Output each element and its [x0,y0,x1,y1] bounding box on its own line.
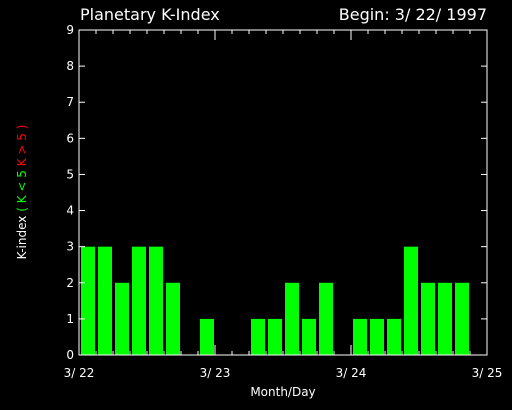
bar [166,282,180,355]
x-tick-label: 3/ 23 [200,366,231,380]
bar [302,318,316,355]
bar [115,282,129,355]
y-tick-label: 2 [66,276,74,290]
y-tick-label: 0 [66,348,74,362]
bar [81,246,95,355]
y-tick-label: 8 [66,59,74,73]
bar [285,282,299,355]
bar [387,318,401,355]
x-axis-ticks: 3/ 22 3/ 23 3/ 24 3/ 25 [64,30,503,380]
chart-title: Planetary K-Index [80,5,220,24]
bar [455,282,469,355]
y-tick-label: 9 [66,23,74,37]
svg-text:K-index ( K < 5: K-index ( K < 5 K > 5 ) [15,125,29,260]
bar [370,318,384,355]
x-tick-label: 3/ 22 [64,366,95,380]
bar [421,282,435,355]
y-axis-ticks: 0 1 2 3 4 5 6 7 8 9 [66,23,487,362]
y-axis-label-group: K-index ( K < 5 K > 5 ) [15,125,29,260]
bars-group [81,246,469,355]
x-tick-label: 3/ 24 [336,366,367,380]
bar [98,246,112,355]
bar [438,282,452,355]
y-tick-label: 4 [66,204,74,218]
y-tick-label: 6 [66,131,74,145]
y-tick-label: 5 [66,167,74,181]
bar [268,318,282,355]
bar [149,246,163,355]
bar [200,318,214,355]
y-tick-label: 3 [66,240,74,254]
bar [353,318,367,355]
y-axis-label: K-index [15,216,29,260]
bar [132,246,146,355]
y-axis-label-red: K > 5 ) [15,125,29,167]
y-tick-label: 7 [66,95,74,109]
begin-date-label: Begin: 3/ 22/ 1997 [339,5,487,24]
y-tick-label: 1 [66,312,74,326]
x-tick-label: 3/ 25 [472,366,503,380]
bar [404,246,418,355]
x-axis-label: Month/Day [250,385,315,399]
bar [319,282,333,355]
bar [251,318,265,355]
y-axis-label-green: ( K < 5 [15,170,29,212]
